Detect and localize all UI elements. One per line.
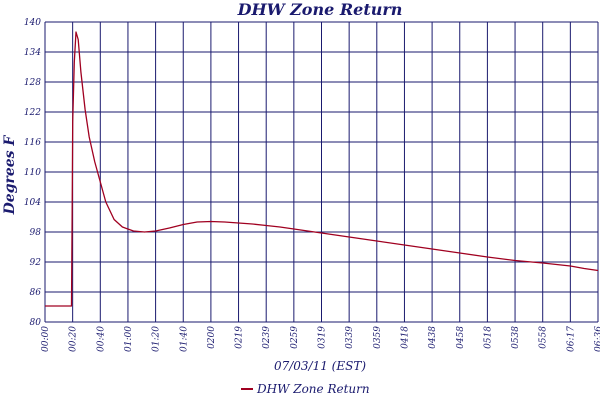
grid [44,21,599,323]
x-tick-labels: 00:00 00:20 00:40 01:00 01:20 01:40 0200 0219 02… [41,326,600,352]
legend: DHW Zone Return [241,382,370,396]
y-tick-label: 134 [24,48,41,58]
y-tick-labels: 140 134 128 122 116 110 104 98 92 86 80 [24,18,41,328]
y-tick-label: 122 [24,108,41,118]
series-line [45,31,599,307]
y-tick-label: 86 [30,288,42,298]
x-tick-label: 0538 [511,326,521,349]
y-tick-label: 92 [30,258,42,268]
y-tick-label: 104 [24,198,41,208]
x-axis-label: 07/03/11 (EST) [274,359,366,373]
y-tick-label: 116 [24,138,41,148]
x-tick-label: 01:40 [179,326,189,352]
x-tick-label: 0259 [290,326,300,349]
x-tick-label: 01:20 [152,326,162,352]
y-tick-label: 98 [30,228,42,238]
x-tick-label: 00:40 [96,326,106,352]
x-tick-label: 0319 [318,326,328,349]
x-tick-label: 0518 [483,326,493,349]
y-axis-label: Degrees F [2,135,18,216]
x-tick-label: 0200 [207,326,217,349]
y-tick-label: 80 [30,318,42,328]
x-tick-label: 0339 [345,326,355,349]
x-tick-label: 00:20 [69,326,79,352]
x-tick-label: 0458 [456,326,466,349]
x-tick-label: 06:17 [566,326,576,352]
chart-title: DHW Zone Return [237,0,403,19]
x-tick-label: 01:00 [124,326,134,352]
x-tick-label: 06:36 [594,326,600,352]
x-tick-label: 0219 [235,326,245,349]
x-tick-label: 0239 [262,326,272,349]
y-tick-label: 140 [24,18,41,28]
x-tick-label: 0558 [539,326,549,349]
y-tick-label: 110 [24,168,41,178]
series-layer [45,31,599,307]
x-tick-label: 0438 [428,326,438,349]
x-tick-label: 00:00 [41,326,51,352]
x-tick-label: 0418 [400,326,410,349]
legend-label: DHW Zone Return [256,382,370,396]
y-tick-label: 128 [24,78,41,88]
x-tick-label: 0359 [373,326,383,349]
